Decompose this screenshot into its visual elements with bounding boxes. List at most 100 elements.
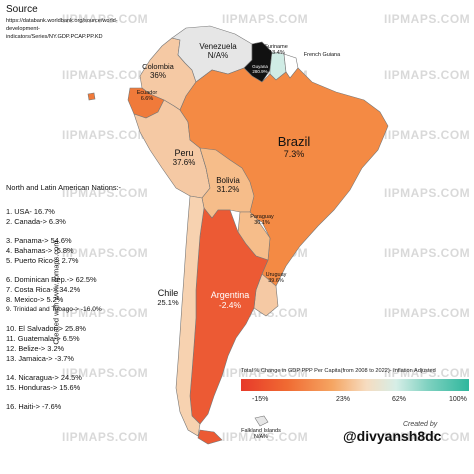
legend-label-4: 100% bbox=[449, 396, 467, 403]
nation-list-item: 14. Nicaragua-> 24.5% bbox=[6, 373, 82, 382]
nation-list-item: 6. Dominican Rep.-> 62.5% bbox=[6, 275, 97, 284]
country-tierra-del-fuego bbox=[197, 429, 223, 445]
nation-list-item: 16. Haiti-> -7.6% bbox=[6, 402, 62, 411]
label-chile-name: Chile bbox=[157, 288, 179, 298]
galapagos-islands bbox=[87, 92, 96, 101]
label-colombia-value: 36% bbox=[149, 71, 166, 80]
label-argentina-name: Argentina bbox=[210, 290, 250, 300]
watermark-text: IIPMAPS.COM bbox=[62, 128, 149, 142]
label-french-guiana: French Guiana bbox=[292, 52, 352, 58]
label-venezuela-value: N/A% bbox=[207, 51, 229, 60]
watermark-text: IIPMAPS.COM bbox=[384, 128, 471, 142]
watermark-text: IIPMAPS.COM bbox=[62, 68, 149, 82]
author-handle: @divyansh8dc bbox=[343, 428, 442, 444]
label-suriname-name: Suriname bbox=[264, 44, 288, 50]
legend-label-2: 23% bbox=[336, 396, 351, 403]
nation-list-item: 1. USA- 16.7% bbox=[6, 207, 55, 216]
nation-list-item: 8. Mexico-> 5.2% bbox=[6, 295, 64, 304]
nation-list-item: 4. Bahamas-> -5.8% bbox=[6, 246, 74, 255]
label-suriname-value: -13.4% bbox=[267, 50, 285, 56]
legend-title: Total % Change in GDP PPP Per Capita(fro… bbox=[241, 368, 436, 374]
label-bolivia: Bolivia 31.2% bbox=[208, 176, 248, 194]
label-paraguay-value: 30.1% bbox=[254, 220, 270, 226]
list-gap bbox=[6, 266, 216, 275]
label-french-guiana-name: French Guiana bbox=[303, 52, 341, 58]
label-falkland-value: N/A% bbox=[253, 434, 269, 440]
watermark-text: IIPMAPS.COM bbox=[384, 68, 471, 82]
label-guyana-name: Guyana bbox=[252, 64, 268, 69]
watermark-text: IIPMAPS.COM bbox=[384, 430, 471, 444]
label-brazil-value: 7.3% bbox=[283, 149, 305, 159]
watermark-text: IIPMAPS.COM bbox=[222, 12, 309, 26]
label-chile-value: 25.1% bbox=[157, 298, 179, 307]
legend-color-bar bbox=[241, 379, 469, 391]
label-peru: Peru 37.6% bbox=[164, 148, 204, 167]
nations-list: North and Latin American Nations:- 1. US… bbox=[6, 183, 216, 412]
label-colombia: Colombia 36% bbox=[138, 62, 178, 80]
created-by-label: Created by bbox=[403, 421, 438, 428]
watermark-text: IIPMAPS.COM bbox=[62, 12, 149, 26]
label-falkland-name: Falkland Islands bbox=[241, 428, 281, 434]
label-argentina-value: -2.4% bbox=[218, 300, 242, 310]
watermark-text: IIPMAPS.COM bbox=[222, 366, 309, 380]
label-guyana: Guyana 280.9% bbox=[246, 64, 274, 74]
nation-list-item: 13. Jamaica-> -3.7% bbox=[6, 354, 74, 363]
label-falkland-islands: Falkland Islands N/A% bbox=[236, 428, 286, 440]
nations-list-title: North and Latin American Nations:- bbox=[6, 183, 122, 192]
source-url-line-2[interactable]: development- bbox=[6, 26, 40, 32]
label-peru-name: Peru bbox=[174, 148, 194, 158]
label-peru-value: 37.6% bbox=[172, 158, 196, 167]
watermark-text: IIPMAPS.COM bbox=[62, 430, 149, 444]
nation-list-item: 15. Honduras-> 15.6% bbox=[6, 383, 81, 392]
label-uruguay-value: 39.6% bbox=[268, 278, 284, 284]
list-gap bbox=[6, 227, 216, 236]
legend-label-3: 62% bbox=[392, 396, 407, 403]
watermark-text: IIPMAPS.COM bbox=[62, 246, 149, 260]
nation-list-item: 3. Panama-> 54.6% bbox=[6, 236, 72, 245]
nation-list-item: 9. Trinidad and Tobago-> -16.0% bbox=[6, 306, 102, 313]
source-url-line-1[interactable]: https://databank.worldbank.org/source/wo… bbox=[6, 18, 118, 24]
label-venezuela-name: Venezuela bbox=[199, 42, 237, 51]
watermark-text: IIPMAPS.COM bbox=[384, 366, 471, 380]
label-chile: Chile 25.1% bbox=[148, 288, 188, 307]
watermark-text: IIPMAPS.COM bbox=[222, 430, 309, 444]
label-bolivia-name: Bolivia bbox=[216, 176, 240, 185]
list-gap bbox=[6, 315, 216, 324]
label-ecuador: Ecuador 6.6% bbox=[132, 90, 162, 102]
label-suriname: Suriname -13.4% bbox=[256, 44, 296, 56]
label-ecuador-value: 6.6% bbox=[140, 96, 154, 102]
nation-list-item: 10. El Salvador-> 25.8% bbox=[6, 324, 86, 333]
watermark-text: IIPMAPS.COM bbox=[62, 186, 149, 200]
label-brazil: Brazil 7.3% bbox=[264, 134, 324, 159]
legend-label-1: -15% bbox=[252, 396, 269, 403]
label-ecuador-name: Ecuador bbox=[136, 90, 158, 96]
nation-list-item: 5. Puerto Rico-> 2.7% bbox=[6, 256, 79, 265]
country-chile bbox=[175, 195, 205, 437]
label-colombia-name: Colombia bbox=[142, 62, 174, 71]
label-bolivia-value: 31.2% bbox=[216, 185, 240, 194]
label-argentina: Argentina -2.4% bbox=[205, 290, 255, 310]
watermark-text: IIPMAPS.COM bbox=[62, 366, 149, 380]
source-url-line-3[interactable]: indicators/Series/NY.GDP.PCAP.PP.KD bbox=[6, 34, 103, 40]
watermark-text: IIPMAPS.COM bbox=[384, 246, 471, 260]
watermark-text: IIPMAPS.COM bbox=[384, 186, 471, 200]
nation-list-item: 12. Belize-> 3.2% bbox=[6, 344, 65, 353]
nation-list-item: 7. Costa Rica-> 34.2% bbox=[6, 285, 81, 294]
source-title: Source bbox=[6, 4, 38, 15]
nations-list-groups: 1. USA- 16.7% 2. Canada-> 6.3% 3. Panama->… bbox=[6, 207, 216, 412]
list-gap bbox=[6, 364, 216, 373]
list-gap bbox=[6, 393, 216, 402]
country-bolivia bbox=[199, 147, 255, 219]
label-paraguay: Paraguay 30.1% bbox=[242, 214, 282, 226]
nation-list-item: 2. Canada-> 6.3% bbox=[6, 217, 66, 226]
nation-list-item: 11. Guatemala-> 6.5% bbox=[6, 334, 80, 343]
label-uruguay: Uruguay 39.6% bbox=[256, 272, 296, 284]
watermark-text: IIPMAPS.COM bbox=[384, 12, 471, 26]
label-paraguay-name: Paraguay bbox=[250, 214, 274, 220]
label-uruguay-name: Uruguay bbox=[265, 272, 287, 278]
watermark-text: IIPMAPS.COM bbox=[62, 306, 149, 320]
country-falkland-islands bbox=[254, 415, 269, 427]
label-guyana-value: 280.9% bbox=[252, 69, 268, 74]
